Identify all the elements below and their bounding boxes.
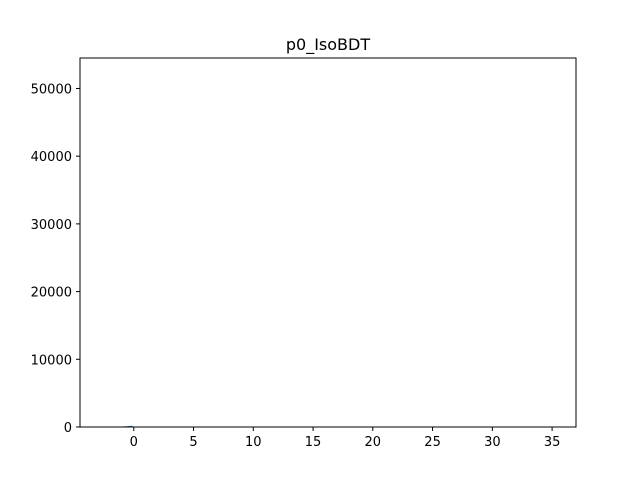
x-axis-ticks: 0 5 10 15 20 25 30 35: [130, 427, 561, 450]
chart-title: p0_IsoBDT: [286, 35, 370, 55]
x-tick-label: 15: [305, 435, 322, 450]
y-axis-ticks: 0 10000 20000 30000 40000 50000: [31, 82, 80, 436]
x-tick-label: 35: [544, 435, 561, 450]
x-tick-label: 25: [424, 435, 441, 450]
x-tick-label: 0: [130, 435, 138, 450]
x-tick-label: 20: [365, 435, 382, 450]
y-tick-label: 0: [64, 421, 72, 436]
y-tick-label: 10000: [31, 353, 72, 368]
y-tick-label: 40000: [31, 150, 72, 165]
plot-frame: [79, 57, 577, 428]
y-tick-label: 20000: [31, 286, 72, 301]
x-tick-label: 10: [245, 435, 262, 450]
histogram-bar: [130, 425, 133, 427]
x-tick-label: 30: [484, 435, 501, 450]
y-tick-label: 50000: [31, 82, 72, 97]
histogram-bar: [127, 425, 131, 427]
y-tick-label: 30000: [31, 218, 72, 233]
x-tick-label: 5: [189, 435, 197, 450]
